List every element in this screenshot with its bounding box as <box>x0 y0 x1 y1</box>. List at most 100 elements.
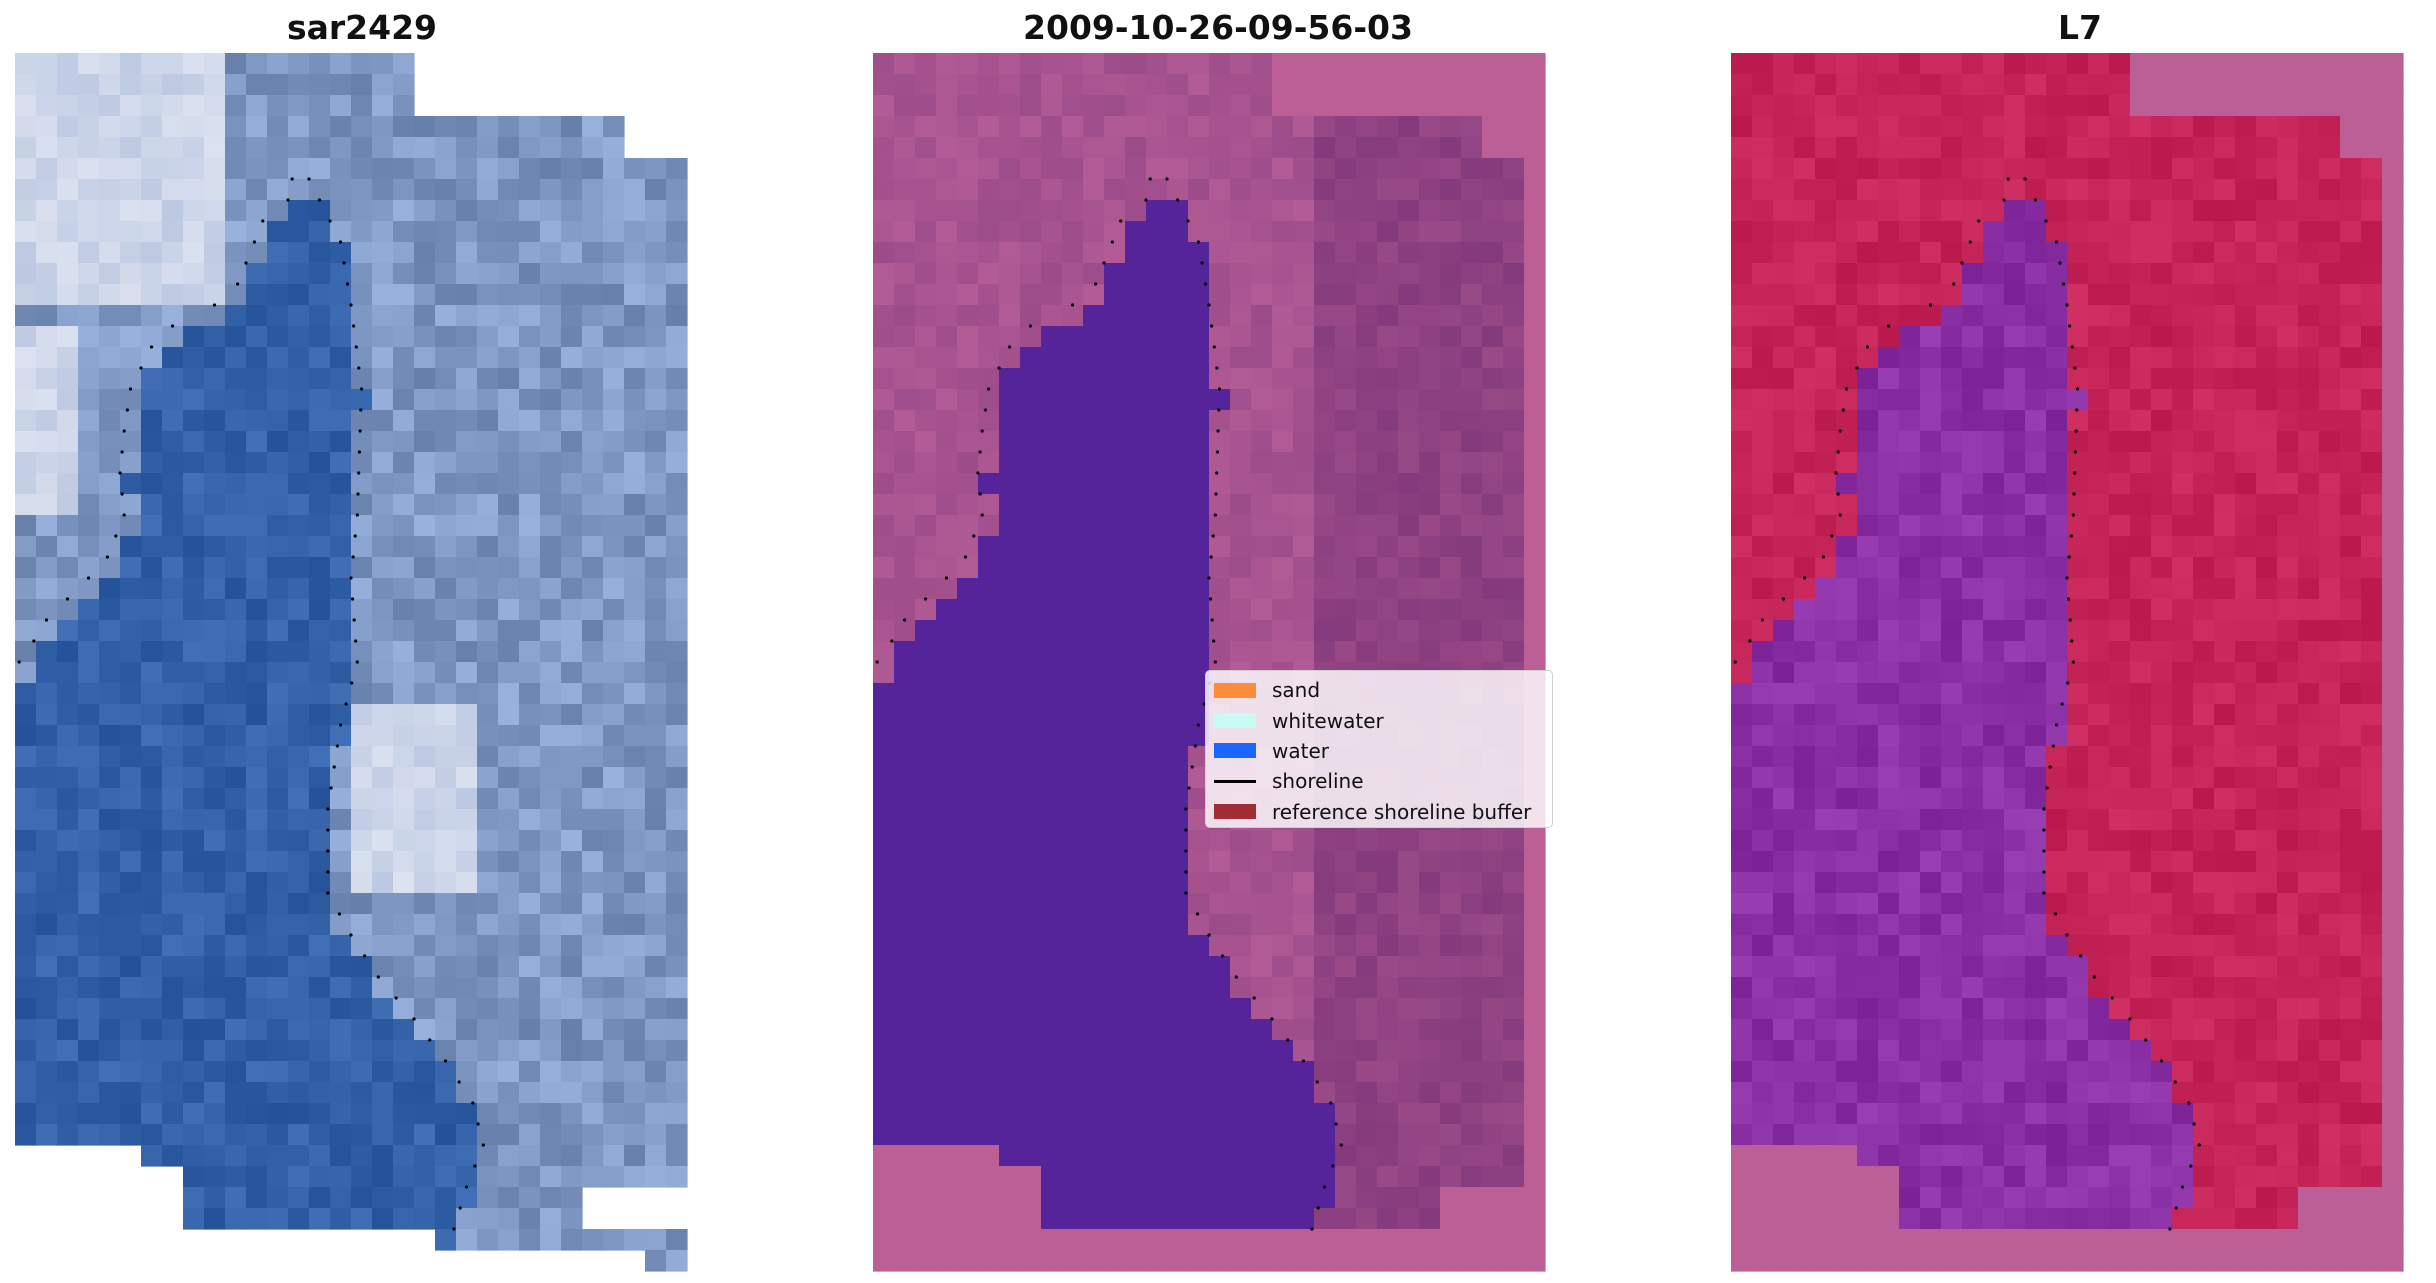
image-pixel <box>603 704 625 726</box>
image-pixel <box>1878 494 1900 516</box>
image-pixel <box>1731 536 1753 558</box>
image-pixel <box>246 431 268 453</box>
image-pixel <box>2046 683 2068 705</box>
image-pixel <box>2088 746 2110 768</box>
image-pixel <box>288 557 310 579</box>
image-pixel <box>2298 326 2320 348</box>
image-pixel <box>1836 74 1858 96</box>
image-pixel <box>225 767 247 789</box>
image-pixel <box>1899 221 1921 243</box>
image-pixel <box>477 494 499 516</box>
image-pixel <box>36 494 58 516</box>
image-pixel <box>162 767 184 789</box>
image-pixel <box>2235 620 2257 642</box>
image-pixel <box>414 494 436 516</box>
image-pixel <box>582 578 604 600</box>
image-pixel <box>477 473 499 495</box>
image-pixel <box>1794 347 1816 369</box>
image-pixel <box>1794 578 1816 600</box>
image-pixel <box>99 1082 121 1104</box>
image-pixel <box>414 347 436 369</box>
image-pixel <box>2130 662 2152 684</box>
image-pixel <box>330 53 352 75</box>
image-pixel <box>1983 599 2005 621</box>
image-pixel <box>1878 389 1900 411</box>
image-pixel <box>645 599 667 621</box>
image-pixel <box>99 305 121 327</box>
image-pixel <box>2214 284 2236 306</box>
image-pixel <box>225 725 247 747</box>
image-pixel <box>540 704 562 726</box>
image-pixel <box>372 284 394 306</box>
image-pixel <box>477 515 499 537</box>
image-pixel <box>246 578 268 600</box>
image-pixel <box>1773 200 1795 222</box>
image-pixel <box>1941 53 1963 75</box>
image-pixel <box>414 116 436 138</box>
image-pixel <box>2361 95 2383 117</box>
image-pixel <box>1941 683 1963 705</box>
image-pixel <box>2214 809 2236 831</box>
image-pixel <box>309 851 331 873</box>
image-pixel <box>603 872 625 894</box>
image-pixel <box>2256 494 2278 516</box>
image-pixel <box>414 683 436 705</box>
image-pixel <box>2130 179 2152 201</box>
image-pixel <box>120 95 142 117</box>
image-pixel <box>393 725 415 747</box>
image-pixel <box>2025 662 2047 684</box>
image-pixel <box>2109 389 2131 411</box>
image-pixel <box>2046 830 2068 852</box>
image-pixel <box>78 1082 100 1104</box>
image-pixel <box>435 1103 457 1125</box>
image-pixel <box>1899 557 1921 579</box>
image-pixel <box>309 137 331 159</box>
image-pixel <box>2298 263 2320 285</box>
image-pixel <box>57 95 79 117</box>
image-pixel <box>2046 452 2068 474</box>
image-pixel <box>2151 116 2173 138</box>
image-pixel <box>1899 158 1921 180</box>
image-pixel <box>351 578 373 600</box>
image-pixel <box>393 1040 415 1062</box>
image-pixel <box>624 263 646 285</box>
image-pixel <box>561 368 583 390</box>
image-pixel <box>225 683 247 705</box>
image-pixel <box>1815 557 1837 579</box>
image-pixel <box>267 494 289 516</box>
image-pixel <box>2193 473 2215 495</box>
image-pixel <box>1752 284 1774 306</box>
image-pixel <box>141 578 163 600</box>
image-pixel <box>2298 473 2320 495</box>
image-pixel <box>1773 410 1795 432</box>
image-pixel <box>561 284 583 306</box>
image-pixel <box>603 956 625 978</box>
image-pixel <box>666 788 688 810</box>
image-pixel <box>393 662 415 684</box>
image-pixel <box>2256 683 2278 705</box>
image-pixel <box>267 830 289 852</box>
image-pixel <box>2277 704 2299 726</box>
image-pixel <box>141 116 163 138</box>
image-pixel <box>1857 746 1879 768</box>
image-pixel <box>2130 788 2152 810</box>
image-pixel <box>372 473 394 495</box>
image-pixel <box>2088 116 2110 138</box>
image-pixel <box>2172 809 2194 831</box>
image-pixel <box>2361 662 2383 684</box>
image-pixel <box>1899 578 1921 600</box>
image-pixel <box>162 1103 184 1125</box>
image-pixel <box>477 809 499 831</box>
image-pixel <box>36 1061 58 1083</box>
image-pixel <box>582 788 604 810</box>
image-pixel <box>2046 620 2068 642</box>
image-pixel <box>2067 389 2089 411</box>
image-pixel <box>603 557 625 579</box>
image-pixel <box>2319 410 2341 432</box>
image-pixel <box>204 767 226 789</box>
image-pixel <box>225 851 247 873</box>
image-pixel <box>666 515 688 537</box>
image-pixel <box>267 1124 289 1146</box>
image-pixel <box>246 977 268 999</box>
image-pixel <box>1731 74 1753 96</box>
